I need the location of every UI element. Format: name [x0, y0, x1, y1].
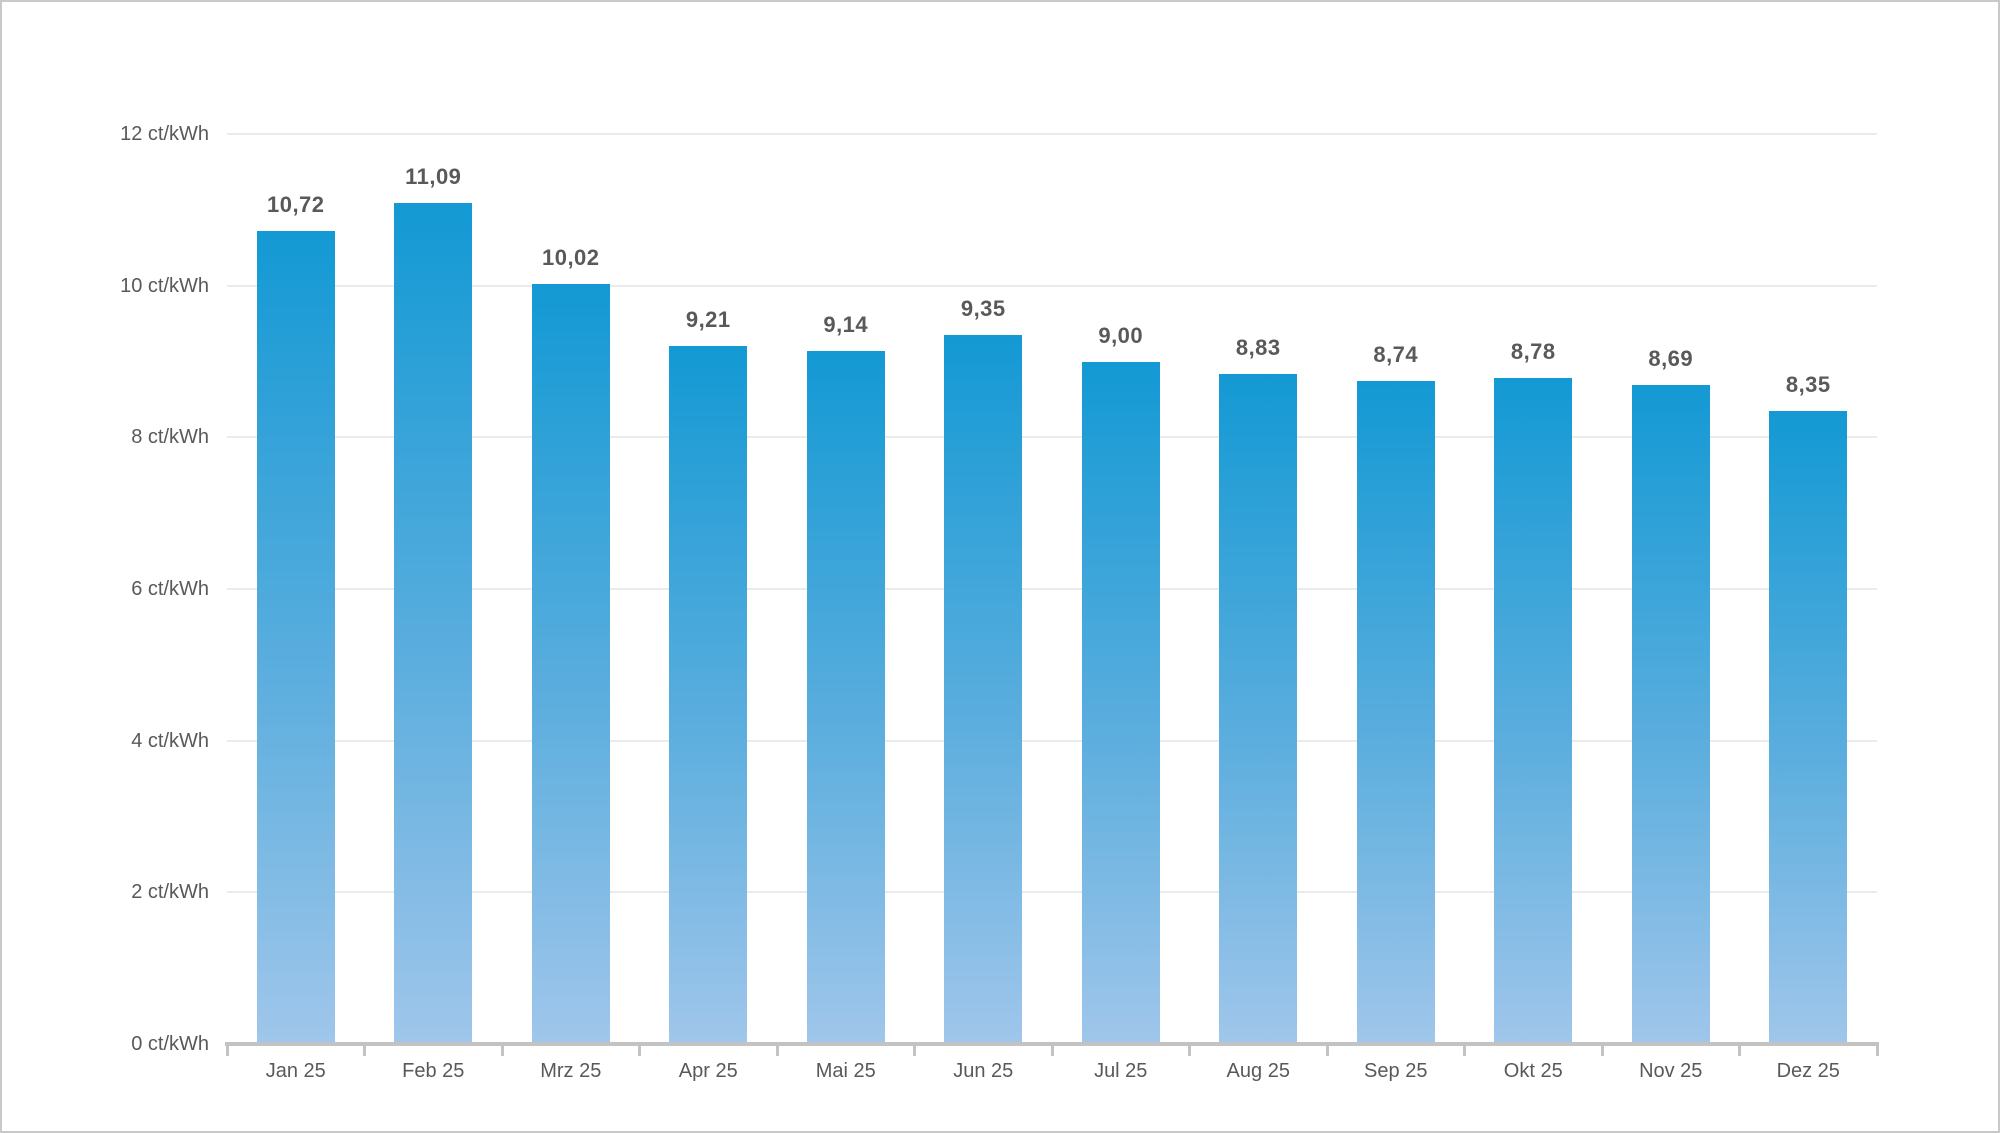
bar-value-label: 8,69 — [1648, 346, 1694, 372]
bar-mai-25[interactable] — [806, 350, 885, 1044]
bar-value-label: 8,83 — [1235, 335, 1281, 361]
bar-mrz-25[interactable] — [531, 284, 610, 1044]
bar-value-label: 9,21 — [685, 306, 731, 332]
x-axis-label-mai-25: Mai 25 — [815, 1060, 876, 1082]
x-axis-tick — [1325, 1042, 1329, 1056]
bar-jul-25[interactable] — [1081, 361, 1160, 1044]
bar-value-label: 10,72 — [266, 192, 325, 218]
x-axis-tick — [638, 1042, 641, 1056]
gridline-4 — [227, 739, 1877, 742]
gridline-2 — [227, 891, 1877, 894]
bar-okt-25[interactable] — [1494, 378, 1573, 1044]
bar-aug-25[interactable] — [1219, 374, 1298, 1044]
x-axis-tick — [1875, 1042, 1879, 1056]
x-axis-tick — [363, 1042, 366, 1056]
bar-value-label: 8,35 — [1785, 371, 1831, 397]
plot-area: 10,72 11,09 10,02 9,21 9,14 9,35 9,00 8,83 8,74 8… — [227, 133, 1877, 1044]
x-axis-label-jan-25: Jan 25 — [265, 1060, 326, 1082]
x-axis-tick — [775, 1042, 779, 1056]
x-axis-label-apr-25: Apr 25 — [678, 1060, 738, 1082]
y-axis-label-0: 0 ct/kWh — [131, 1033, 209, 1055]
x-axis-tick — [1050, 1042, 1054, 1056]
bar-value-label: 9,14 — [823, 311, 869, 337]
bar-value-label: 10,02 — [541, 245, 600, 271]
x-axis-tick — [1463, 1042, 1466, 1056]
x-axis-label-feb-25: Feb 25 — [402, 1060, 465, 1082]
y-axis-label-6: 6 ct/kWh — [131, 578, 209, 600]
x-axis-label-aug-25: Aug 25 — [1226, 1060, 1290, 1082]
bar-sep-25[interactable] — [1356, 381, 1435, 1044]
y-axis-label-2: 2 ct/kWh — [131, 881, 209, 904]
gridline-10 — [227, 284, 1877, 287]
x-axis-label-jun-25: Jun 25 — [953, 1060, 1014, 1082]
x-axis-label-mrz-25: Mrz 25 — [540, 1060, 602, 1082]
gridline-12 — [227, 133, 1877, 135]
bar-value-label: 9,00 — [1098, 322, 1144, 348]
x-axis-label-sep-25: Sep 25 — [1364, 1060, 1428, 1082]
gridline-6 — [227, 588, 1877, 590]
gridline-8 — [227, 436, 1877, 439]
x-axis-tick — [913, 1042, 916, 1056]
y-axis-label-4: 4 ct/kWh — [131, 729, 209, 752]
x-axis-label-okt-25: Okt 25 — [1503, 1060, 1563, 1082]
x-axis-tick — [500, 1042, 504, 1056]
bar-feb-25[interactable] — [394, 203, 473, 1044]
bar-jun-25[interactable] — [944, 334, 1023, 1044]
bar-value-label: 8,74 — [1373, 342, 1419, 368]
bar-value-label: 11,09 — [405, 164, 462, 190]
x-axis-label-jul-25: Jul 25 — [1094, 1060, 1148, 1082]
x-axis-tick — [225, 1042, 229, 1056]
x-axis-label-dez-25: Dez 25 — [1776, 1060, 1840, 1082]
bar-jan-25[interactable] — [256, 231, 335, 1044]
x-axis-tick — [1738, 1042, 1741, 1056]
bar-dez-25[interactable] — [1769, 410, 1848, 1044]
bar-value-label: 9,35 — [960, 295, 1006, 321]
y-axis-label-12: 12 ct/kWh — [120, 123, 209, 145]
x-axis-tick — [1600, 1042, 1604, 1056]
y-axis-label-8: 8 ct/kWh — [131, 426, 209, 449]
x-axis-tick — [1188, 1042, 1191, 1056]
x-axis-label-nov-25: Nov 25 — [1639, 1060, 1703, 1082]
bar-apr-25[interactable] — [669, 345, 748, 1044]
bar-value-label: 8,78 — [1510, 339, 1556, 365]
y-axis-label-10: 10 ct/kWh — [120, 274, 209, 297]
bar-nov-25[interactable] — [1631, 385, 1710, 1044]
